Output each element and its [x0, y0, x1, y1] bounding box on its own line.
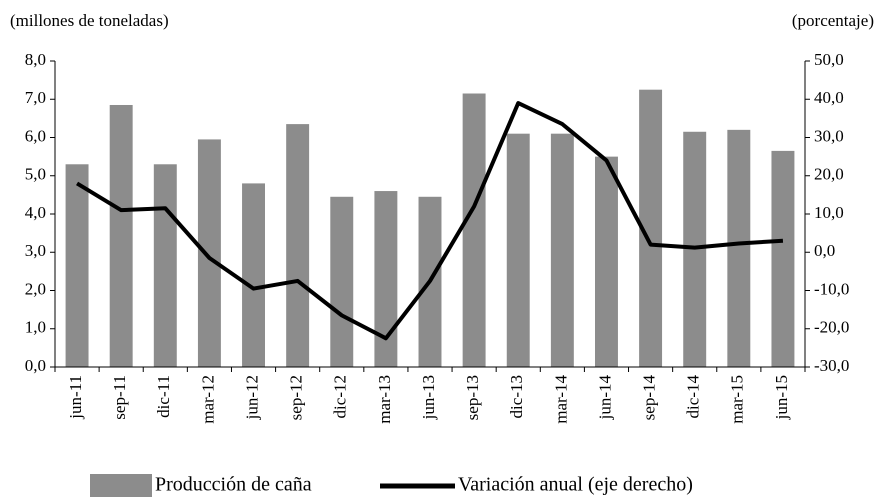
x-tick-label: jun-12: [242, 375, 261, 420]
x-tick-label: dic-12: [331, 375, 350, 418]
y-tick-label: 8,0: [25, 50, 46, 69]
bar: [639, 89, 663, 367]
bar: [286, 124, 310, 367]
line: [76, 101, 784, 341]
x-tick-label: jun-11: [66, 375, 85, 420]
x-tick-label: mar-12: [198, 375, 217, 424]
bar: [462, 93, 486, 367]
x-tick-label: jun-14: [595, 375, 614, 421]
x-tick-label: mar-15: [728, 375, 747, 424]
y-tick-label: 4,0: [25, 203, 46, 222]
y2-tick-label: 20,0: [814, 165, 844, 184]
y2-axis-label: (porcentaje): [792, 11, 874, 30]
bar: [550, 133, 574, 367]
bar: [197, 139, 221, 367]
x-tick-label: sep-14: [639, 375, 658, 421]
y2-tick-label: 0,0: [814, 241, 835, 260]
y2-tick-label: -20,0: [814, 318, 849, 337]
x-tick-label: mar-14: [551, 375, 570, 424]
y-tick-label: 3,0: [25, 241, 46, 260]
legend-label: Variación anual (eje derecho): [458, 474, 693, 496]
x-tick-label: dic-13: [507, 375, 526, 418]
y-tick-label: 7,0: [25, 88, 46, 107]
bar: [595, 156, 618, 367]
y2-tick-label: -10,0: [814, 279, 849, 298]
bar: [374, 191, 398, 367]
x-tick-label: jun-15: [772, 375, 791, 420]
y2-tick-label: 50,0: [814, 50, 844, 69]
x-tick-label: sep-13: [463, 375, 482, 420]
bar: [109, 104, 133, 368]
legend-swatch: [90, 474, 152, 497]
y2-tick-label: -30,0: [814, 356, 849, 375]
y-axis-label: (millones de toneladas): [10, 11, 169, 30]
y-tick-label: 5,0: [25, 165, 46, 184]
bar: [727, 129, 751, 367]
bar: [771, 150, 795, 367]
bar: [330, 196, 354, 367]
y-tick-label: 6,0: [25, 126, 46, 145]
bar: [506, 133, 530, 367]
bar: [65, 164, 89, 367]
x-tick-label: dic-14: [684, 375, 703, 419]
x-tick-label: dic-11: [154, 375, 173, 418]
legend-label: Producción de caña: [155, 474, 312, 496]
x-tick-label: jun-13: [419, 375, 438, 420]
y2-tick-label: 40,0: [814, 88, 844, 107]
y-tick-label: 2,0: [25, 279, 46, 298]
bar: [153, 164, 177, 367]
y2-tick-label: 10,0: [814, 203, 844, 222]
y-tick-label: 1,0: [25, 318, 46, 337]
x-tick-label: sep-11: [110, 375, 129, 420]
bar: [242, 183, 265, 367]
x-tick-label: mar-13: [375, 375, 394, 424]
y2-tick-label: 30,0: [814, 126, 844, 145]
x-tick-label: sep-12: [287, 375, 306, 420]
y-tick-label: 0,0: [25, 356, 46, 375]
